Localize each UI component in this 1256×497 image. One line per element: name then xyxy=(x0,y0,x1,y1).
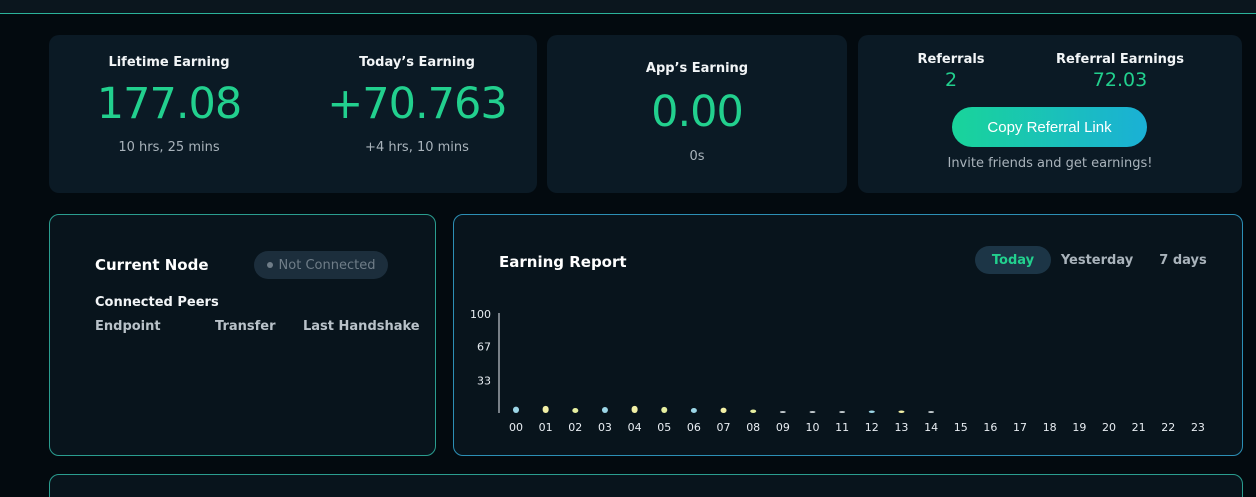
app-earning-card xyxy=(547,35,847,193)
today-earning-value: +70.763 xyxy=(327,79,508,129)
status-dot-icon xyxy=(266,262,273,268)
today-earning-stat: Today’s Earning +70.763 +4 hrs, 10 mins xyxy=(307,55,527,155)
x-tick-label: 00 xyxy=(509,421,523,434)
chart-bar[interactable] xyxy=(513,406,519,413)
x-tick-label: 01 xyxy=(539,421,553,434)
chart-bar[interactable] xyxy=(690,408,697,413)
chart-bar[interactable] xyxy=(631,405,638,413)
x-tick-label: 10 xyxy=(806,421,820,434)
x-tick-label: 09 xyxy=(776,421,790,434)
chart-bar[interactable] xyxy=(868,410,875,413)
invite-text: Invite friends and get earnings! xyxy=(947,156,1153,171)
chart-bar[interactable] xyxy=(661,406,668,413)
column-transfer: Transfer xyxy=(215,319,276,334)
x-tick-label: 02 xyxy=(568,421,582,434)
x-tick-label: 17 xyxy=(1013,421,1027,434)
chart-bar[interactable] xyxy=(928,411,935,413)
tab-7-days[interactable]: 7 days xyxy=(1159,252,1207,268)
x-tick-label: 05 xyxy=(657,421,671,434)
x-tick-label: 06 xyxy=(687,421,701,434)
column-endpoint: Endpoint xyxy=(95,319,161,334)
x-tick-label: 11 xyxy=(835,421,849,434)
column-last-handshake: Last Handshake xyxy=(303,319,420,334)
referrals-stat: Referrals 2 xyxy=(900,52,1002,91)
app-earning-value: 0.00 xyxy=(651,87,744,137)
x-tick-label: 03 xyxy=(598,421,612,434)
current-node-title: Current Node xyxy=(95,256,209,274)
current-node-card xyxy=(49,214,436,456)
copy-referral-link-button[interactable]: Copy Referral Link xyxy=(952,107,1147,147)
chart-bar[interactable] xyxy=(601,407,608,413)
x-tick-label: 19 xyxy=(1072,421,1086,434)
earning-report-card xyxy=(453,214,1243,456)
app-earning-label: App’s Earning xyxy=(645,61,749,76)
x-tick-label: 08 xyxy=(746,421,760,434)
x-tick-label: 07 xyxy=(717,421,731,434)
referral-earnings-label: Referral Earnings xyxy=(1056,52,1184,67)
y-tick-label: 33 xyxy=(477,374,491,387)
earnings-summary-card xyxy=(49,35,537,193)
x-tick-label: 14 xyxy=(924,421,938,434)
connected-peers-title: Connected Peers xyxy=(95,295,219,310)
connection-status-badge: Not Connected xyxy=(254,251,388,279)
x-tick-label: 04 xyxy=(628,421,642,434)
chart-bar[interactable] xyxy=(898,410,905,413)
connection-status-text: Not Connected xyxy=(278,257,376,273)
chart-bar[interactable] xyxy=(542,405,549,413)
app-earning-duration: 0s xyxy=(689,149,705,164)
chart-bar[interactable] xyxy=(720,407,727,413)
y-tick-label: 100 xyxy=(470,308,491,321)
x-tick-label: 20 xyxy=(1102,421,1116,434)
chart-bar[interactable] xyxy=(809,411,816,413)
y-tick-label: 67 xyxy=(477,341,491,354)
tab-yesterday[interactable]: Yesterday xyxy=(1060,252,1134,268)
app-earning-stat: App’s Earning 0.00 0s xyxy=(547,61,847,164)
x-tick-label: 13 xyxy=(894,421,908,434)
lifetime-earning-stat: Lifetime Earning 177.08 10 hrs, 25 mins xyxy=(69,55,269,155)
chart-bar[interactable] xyxy=(750,409,757,413)
bottom-panel xyxy=(49,474,1243,497)
x-tick-label: 23 xyxy=(1191,421,1205,434)
referrals-count: 2 xyxy=(944,69,958,91)
referral-earnings-value: 72.03 xyxy=(1092,69,1148,91)
chart-bar[interactable] xyxy=(572,407,579,413)
x-tick-label: 12 xyxy=(865,421,879,434)
today-earning-label: Today’s Earning xyxy=(359,55,475,70)
earning-report-title: Earning Report xyxy=(499,253,627,271)
tab-today[interactable]: Today xyxy=(975,246,1051,274)
referrals-label: Referrals xyxy=(917,52,985,67)
x-tick-label: 18 xyxy=(1043,421,1057,434)
chart-bar[interactable] xyxy=(839,411,846,413)
today-earning-duration: +4 hrs, 10 mins xyxy=(365,140,469,155)
referral-earnings-stat: Referral Earnings 72.03 xyxy=(1050,52,1190,91)
x-tick-label: 22 xyxy=(1161,421,1175,434)
top-bar xyxy=(0,0,1256,14)
x-tick-label: 15 xyxy=(954,421,968,434)
x-tick-label: 21 xyxy=(1132,421,1146,434)
chart-bar[interactable] xyxy=(779,411,786,413)
lifetime-earning-label: Lifetime Earning xyxy=(108,55,230,70)
earning-report-chart: 33 67 100 00 01 02 03 04 05 06 07 08 09 10 11 12 13 14 15 1… xyxy=(470,308,1205,434)
lifetime-earning-duration: 10 hrs, 25 mins xyxy=(118,140,220,155)
lifetime-earning-value: 177.08 xyxy=(96,79,242,129)
x-tick-label: 16 xyxy=(983,421,997,434)
